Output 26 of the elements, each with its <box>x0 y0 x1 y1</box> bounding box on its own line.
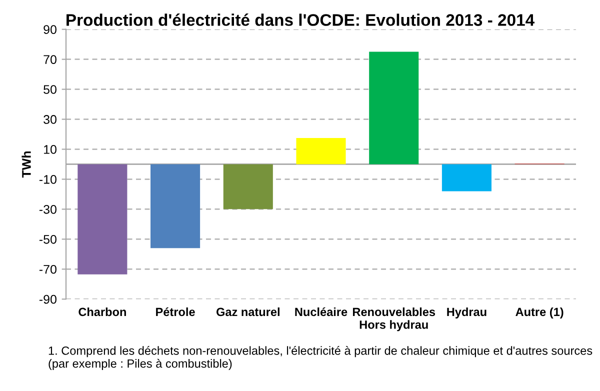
x-tick-label: Gaz naturel <box>216 307 280 316</box>
bar <box>223 164 273 210</box>
y-tick-label: -30 <box>39 204 56 214</box>
y-tick-label: 10 <box>44 145 56 154</box>
x-tick-label: Renouvelables Hors hydrau <box>352 307 436 332</box>
y-tick-label: -70 <box>39 264 56 274</box>
y-tick-label: 90 <box>44 25 56 34</box>
y-axis-title: TWh <box>22 151 31 178</box>
text: 1. Comprend les déchets non-renouvelables, l'électricité à partir de chaleur chimique et d'autres sources (par exemple : Piles à combustible) <box>48 346 592 370</box>
bar <box>78 164 128 274</box>
y-tick-label: -50 <box>39 234 56 244</box>
bar <box>150 164 200 248</box>
y-tick-label: 50 <box>44 85 56 94</box>
x-tick-label: Autre (1) <box>516 307 564 318</box>
y-tick-label: 30 <box>44 115 56 124</box>
bar <box>369 52 419 164</box>
y-tick-label: -90 <box>39 294 56 304</box>
chart-title: Production d'électricité dans l'OCDE: Evolution 2013 - 2014 <box>66 14 535 26</box>
y-tick-label: 70 <box>44 55 56 64</box>
bar <box>296 138 346 164</box>
y-tick-label: -10 <box>39 175 56 184</box>
bar <box>442 164 492 192</box>
x-tick-label: Hydrau <box>447 307 486 318</box>
x-tick-label: Nucléaire <box>295 307 348 316</box>
x-tick-label: Pétrole <box>156 307 195 316</box>
x-tick-label: Charbon <box>78 307 126 316</box>
